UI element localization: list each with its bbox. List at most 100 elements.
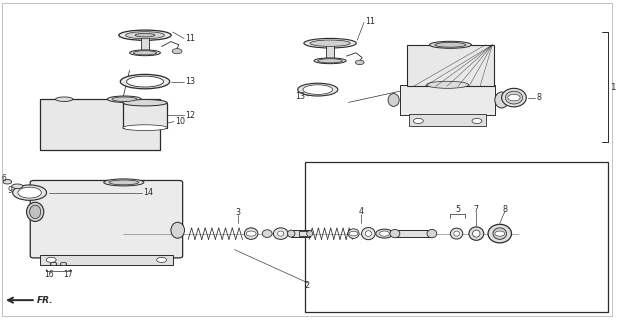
Text: FR.: FR. (37, 296, 54, 305)
Ellipse shape (450, 228, 463, 239)
Circle shape (246, 231, 256, 236)
Text: 12: 12 (185, 111, 195, 120)
Circle shape (355, 60, 364, 65)
Bar (141, 35, 149, 52)
Ellipse shape (493, 228, 507, 239)
Ellipse shape (427, 81, 469, 88)
Bar (409, 114, 486, 126)
Bar (123, 103, 167, 128)
Ellipse shape (388, 93, 399, 107)
Ellipse shape (495, 92, 508, 108)
Text: 5: 5 (455, 205, 460, 214)
Ellipse shape (365, 231, 371, 236)
Ellipse shape (107, 96, 141, 102)
Text: 3: 3 (235, 208, 240, 217)
Text: 13: 13 (185, 77, 195, 86)
Circle shape (60, 262, 67, 266)
Ellipse shape (133, 51, 157, 55)
Ellipse shape (123, 100, 167, 106)
Bar (291, 230, 310, 237)
Text: 13: 13 (296, 92, 305, 101)
Text: 8: 8 (502, 205, 507, 214)
Ellipse shape (12, 184, 23, 188)
Text: 16: 16 (44, 270, 54, 279)
Circle shape (472, 118, 482, 124)
Ellipse shape (435, 43, 466, 47)
Circle shape (376, 229, 393, 238)
Text: 1: 1 (610, 83, 615, 92)
Ellipse shape (288, 230, 295, 237)
Text: 11: 11 (365, 17, 375, 26)
Ellipse shape (18, 187, 41, 198)
Text: 2: 2 (304, 281, 309, 290)
Bar (305, 162, 608, 312)
Text: 7: 7 (474, 205, 479, 214)
Ellipse shape (12, 185, 47, 200)
Circle shape (495, 231, 505, 236)
Ellipse shape (109, 180, 139, 185)
Ellipse shape (303, 85, 333, 94)
Ellipse shape (304, 38, 357, 48)
Ellipse shape (505, 91, 523, 104)
Bar (400, 85, 495, 115)
Ellipse shape (112, 97, 136, 101)
Ellipse shape (362, 228, 375, 240)
Ellipse shape (126, 76, 164, 87)
Ellipse shape (30, 205, 41, 219)
Ellipse shape (469, 227, 484, 240)
Circle shape (508, 94, 520, 101)
Ellipse shape (314, 58, 346, 64)
Bar (40, 99, 160, 150)
Circle shape (349, 231, 358, 236)
Ellipse shape (273, 228, 288, 239)
Ellipse shape (123, 125, 167, 131)
Text: 8: 8 (537, 93, 542, 102)
Ellipse shape (429, 41, 471, 48)
Ellipse shape (348, 229, 359, 238)
Circle shape (379, 231, 389, 236)
Ellipse shape (126, 32, 164, 39)
Ellipse shape (310, 40, 350, 46)
Ellipse shape (278, 231, 284, 236)
Text: 9: 9 (7, 186, 12, 195)
Ellipse shape (130, 50, 160, 56)
Ellipse shape (502, 88, 526, 107)
Circle shape (60, 262, 67, 266)
Text: 17: 17 (63, 270, 73, 279)
Ellipse shape (318, 59, 342, 63)
Bar (299, 231, 307, 236)
Ellipse shape (427, 229, 437, 238)
Ellipse shape (244, 228, 258, 239)
Ellipse shape (118, 30, 171, 40)
Ellipse shape (262, 230, 272, 237)
Ellipse shape (135, 34, 155, 37)
FancyBboxPatch shape (30, 180, 183, 258)
Bar (407, 45, 494, 86)
Ellipse shape (104, 179, 144, 186)
Ellipse shape (307, 231, 313, 236)
Text: 14: 14 (143, 188, 153, 197)
Ellipse shape (453, 231, 459, 236)
Bar (40, 255, 173, 265)
Bar (395, 230, 432, 237)
Circle shape (172, 49, 182, 54)
Circle shape (46, 257, 56, 262)
Circle shape (51, 262, 57, 266)
Circle shape (157, 257, 167, 262)
Text: 11: 11 (185, 34, 195, 43)
Circle shape (413, 118, 423, 124)
Bar (326, 43, 334, 58)
Ellipse shape (297, 83, 338, 96)
Ellipse shape (171, 222, 184, 238)
Circle shape (51, 262, 57, 266)
Ellipse shape (56, 97, 73, 101)
Circle shape (3, 180, 12, 184)
Ellipse shape (390, 229, 400, 238)
Text: 4: 4 (358, 207, 363, 216)
Ellipse shape (120, 75, 170, 89)
Text: 10: 10 (175, 117, 185, 126)
Ellipse shape (27, 202, 44, 221)
Ellipse shape (488, 224, 511, 243)
Text: 6: 6 (1, 174, 6, 183)
Ellipse shape (473, 230, 480, 237)
